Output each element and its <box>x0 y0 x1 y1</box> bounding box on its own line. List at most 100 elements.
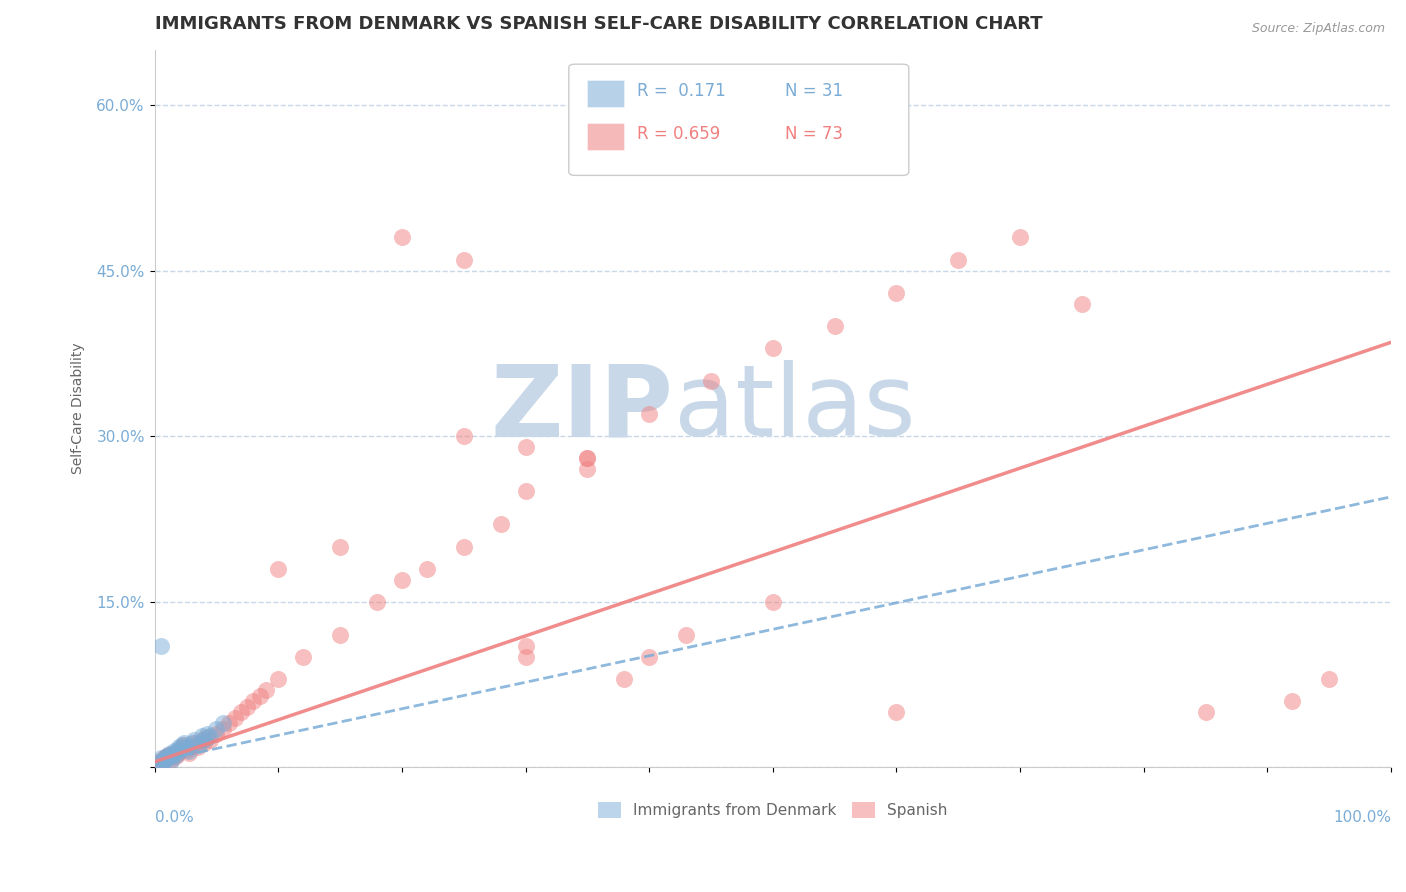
Point <box>179 744 201 758</box>
Text: N = 31: N = 31 <box>785 82 844 101</box>
Point <box>165 748 187 763</box>
Point <box>149 751 172 765</box>
Point <box>613 672 636 686</box>
FancyBboxPatch shape <box>588 80 624 107</box>
Text: 100.0%: 100.0% <box>1333 810 1391 825</box>
Point <box>157 751 180 765</box>
Text: R = 0.659: R = 0.659 <box>637 126 720 144</box>
Point <box>159 754 181 768</box>
Point <box>149 754 172 768</box>
Point <box>453 429 475 443</box>
Point <box>170 740 193 755</box>
Point <box>193 732 215 747</box>
Point <box>515 484 537 499</box>
Point <box>576 451 599 466</box>
FancyBboxPatch shape <box>569 64 908 176</box>
Point <box>170 738 193 752</box>
Point <box>700 374 723 388</box>
Point <box>254 683 277 698</box>
Point <box>267 672 290 686</box>
Point <box>391 573 413 587</box>
Point <box>366 595 388 609</box>
Text: atlas: atlas <box>673 360 915 457</box>
Point <box>160 750 183 764</box>
Point <box>150 756 173 770</box>
Point <box>267 561 290 575</box>
Point <box>1070 296 1092 310</box>
Point <box>249 689 271 703</box>
Point <box>152 753 174 767</box>
Point <box>200 730 222 744</box>
Point <box>167 745 190 759</box>
Point <box>415 561 437 575</box>
Point <box>576 462 599 476</box>
Text: ZIP: ZIP <box>491 360 673 457</box>
Point <box>489 517 512 532</box>
Point <box>180 739 202 754</box>
Point <box>156 749 179 764</box>
Point <box>190 730 212 744</box>
Point <box>195 731 218 745</box>
Point <box>211 722 233 736</box>
Point <box>193 736 215 750</box>
Point <box>1281 694 1303 708</box>
Text: N = 73: N = 73 <box>785 126 844 144</box>
Point <box>150 755 173 769</box>
Point <box>1010 230 1032 244</box>
Point <box>1317 672 1340 686</box>
Point <box>167 742 190 756</box>
Point <box>155 750 177 764</box>
Point <box>159 753 181 767</box>
Point <box>157 750 180 764</box>
Legend: Immigrants from Denmark, Spanish: Immigrants from Denmark, Spanish <box>592 796 953 824</box>
Point <box>162 747 184 761</box>
Point <box>183 732 205 747</box>
Point <box>173 738 195 752</box>
Point <box>190 732 212 747</box>
Point <box>169 742 191 756</box>
Point <box>391 230 413 244</box>
Point <box>148 756 170 770</box>
Point <box>180 736 202 750</box>
Point <box>183 736 205 750</box>
Point <box>515 440 537 454</box>
Point <box>242 694 264 708</box>
Point <box>205 727 228 741</box>
Point <box>169 740 191 755</box>
Point <box>229 705 252 719</box>
Point <box>166 747 188 761</box>
Point <box>211 716 233 731</box>
Point <box>675 628 697 642</box>
Text: Source: ZipAtlas.com: Source: ZipAtlas.com <box>1251 22 1385 36</box>
Point <box>948 252 970 267</box>
Point <box>1194 705 1216 719</box>
Point <box>155 750 177 764</box>
Point <box>195 727 218 741</box>
Point <box>152 754 174 768</box>
Point <box>762 341 785 355</box>
Point <box>187 738 209 752</box>
Point <box>187 740 209 755</box>
Point <box>165 749 187 764</box>
Y-axis label: Self-Care Disability: Self-Care Disability <box>72 343 86 475</box>
Point <box>166 745 188 759</box>
Point <box>153 751 176 765</box>
Point <box>157 748 180 763</box>
Point <box>218 716 240 731</box>
Point <box>153 753 176 767</box>
Point <box>149 639 172 653</box>
Point <box>176 742 198 756</box>
Point <box>176 740 198 755</box>
FancyBboxPatch shape <box>588 123 624 150</box>
Point <box>638 649 661 664</box>
Point <box>205 722 228 736</box>
Point <box>160 749 183 764</box>
Point <box>224 710 246 724</box>
Point <box>329 628 352 642</box>
Text: IMMIGRANTS FROM DENMARK VS SPANISH SELF-CARE DISABILITY CORRELATION CHART: IMMIGRANTS FROM DENMARK VS SPANISH SELF-… <box>155 15 1042 33</box>
Point <box>173 736 195 750</box>
Text: R =  0.171: R = 0.171 <box>637 82 725 101</box>
Point <box>200 732 222 747</box>
Point <box>163 744 186 758</box>
Point <box>576 451 599 466</box>
